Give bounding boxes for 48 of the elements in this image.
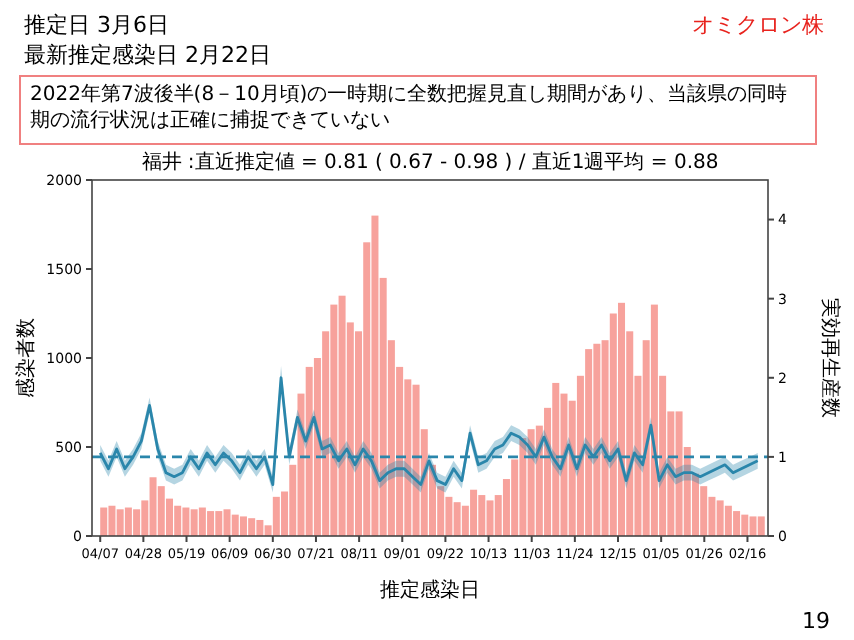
bar	[198, 507, 206, 536]
bar	[757, 516, 765, 536]
bar	[100, 507, 108, 536]
text: オミクロン株	[692, 12, 824, 38]
bar	[733, 511, 741, 536]
text: 推定日 3月6日	[24, 12, 169, 38]
bar	[593, 343, 601, 536]
text: 最新推定感染日 2月22日	[24, 42, 271, 68]
bar	[618, 302, 626, 536]
bar	[486, 500, 494, 536]
bar	[338, 295, 346, 536]
bar	[478, 495, 486, 536]
bar	[371, 215, 379, 536]
bar	[207, 511, 215, 536]
y2-axis-title: 実効再生産数	[818, 298, 842, 418]
chart-title: 福井 :直近推定値 = 0.81 ( 0.67 - 0.98 ) / 直近1週平均 = 0.88	[141, 150, 719, 174]
bar	[716, 500, 724, 536]
bar	[412, 384, 420, 536]
bar	[256, 519, 264, 536]
bar	[215, 511, 223, 536]
bar	[248, 518, 256, 536]
bar	[116, 509, 124, 536]
bar	[330, 304, 338, 536]
bar	[239, 516, 247, 536]
bar	[231, 514, 239, 536]
bar	[305, 366, 313, 536]
bar	[749, 516, 757, 536]
bar	[527, 429, 535, 536]
x-axis-title: 推定感染日	[380, 578, 480, 602]
bar	[223, 509, 231, 536]
bar	[552, 382, 560, 536]
bar	[149, 477, 157, 536]
bar	[124, 507, 132, 536]
bar	[190, 509, 198, 536]
bar	[585, 349, 593, 536]
text: 19	[802, 608, 830, 634]
bar	[675, 411, 683, 536]
y-axis-title: 感染者数	[14, 318, 38, 398]
bar	[741, 514, 749, 536]
bar	[174, 505, 182, 536]
bar	[724, 505, 732, 536]
bar	[650, 304, 658, 536]
bar	[272, 496, 280, 536]
bar	[470, 489, 478, 536]
bar	[453, 502, 461, 536]
text: 2022年第7波後半(8－10月頃)の一時期に全数把握見直し期間があり、当該県の同時期の流行状況は正確に捕捉できていない	[30, 82, 788, 132]
bar	[108, 505, 116, 536]
bar	[182, 507, 190, 536]
